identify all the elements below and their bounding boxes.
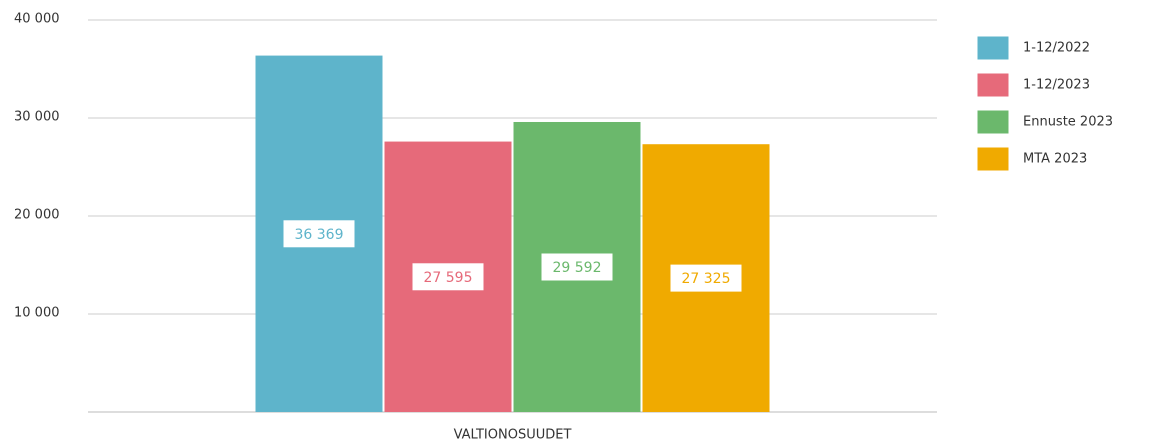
data-label: 36 369: [295, 227, 344, 243]
legend-swatch: [977, 73, 1009, 97]
data-label-box: [411, 262, 485, 292]
y-tick-label: 40 000: [14, 12, 60, 27]
legend-label: MTA 2023: [1023, 152, 1087, 167]
data-label-box: [540, 252, 614, 282]
data-label: 27 595: [424, 270, 473, 286]
data-label: 29 592: [553, 260, 602, 276]
x-tick-label: VALTIONOSUUDET: [454, 428, 572, 443]
y-tick-label: 30 000: [14, 110, 60, 125]
data-label: 27 325: [682, 271, 731, 287]
legend-label: 1-12/2022: [1023, 41, 1090, 56]
data-label-box: [282, 219, 356, 249]
data-label-box: [669, 263, 743, 293]
legend-swatch: [977, 147, 1009, 171]
y-tick-label: 10 000: [14, 306, 60, 321]
legend-swatch: [977, 110, 1009, 134]
legend-label: 1-12/2023: [1023, 78, 1090, 93]
legend-swatch: [977, 36, 1009, 60]
y-tick-label: 20 000: [14, 208, 60, 223]
legend-label: Ennuste 2023: [1023, 115, 1113, 130]
